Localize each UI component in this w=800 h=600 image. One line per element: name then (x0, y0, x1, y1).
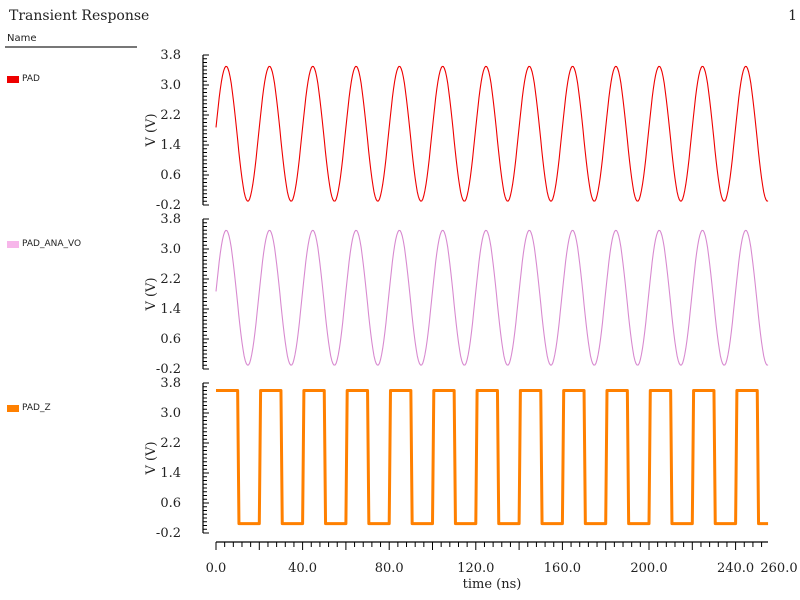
swatch-icon (7, 75, 19, 83)
traces (215, 65, 769, 526)
y-tick-label: 2.2 (160, 272, 181, 287)
y-tick-label: 3.8 (160, 212, 181, 227)
y-tick-label: 3.0 (160, 242, 181, 257)
x-tick-label: 160.0 (544, 561, 581, 576)
chart-title: Transient Response (9, 8, 150, 24)
y-tick-label: 0.6 (160, 332, 181, 347)
waveform-pad (215, 65, 769, 202)
y-tick-label: -0.2 (156, 362, 181, 377)
x-tick-label: 120.0 (457, 561, 494, 576)
legend-label: PAD_ANA_VO (22, 239, 82, 249)
x-tick-label: 0.0 (206, 561, 227, 576)
y-axis-label: V (V) (144, 113, 159, 147)
y-tick-label: 0.6 (160, 496, 181, 511)
legend-divider (5, 46, 137, 48)
page-number: 1 (788, 8, 797, 24)
legend-item-pad-ana-vo[interactable]: PAD_ANA_VO (7, 239, 81, 249)
y-tick-label: 1.4 (160, 302, 181, 317)
swatch-icon (7, 240, 19, 248)
legend-label: PAD (22, 74, 40, 84)
y-tick-label: 3.8 (160, 376, 181, 391)
y-tick-label: 2.2 (160, 436, 181, 451)
x-axis-label: time (ns) (463, 577, 522, 592)
axes: 3.8 3.0 2.2 1.4 0.6 -0.2 V (V) 3.8 3.0 2.2 1.4 0.6 -… (144, 48, 798, 592)
swatch-icon (7, 404, 19, 412)
legend-column-header: Name (7, 33, 37, 44)
y-tick-label: 1.4 (160, 466, 181, 481)
legend-item-pad[interactable]: PAD (7, 74, 40, 84)
y-axis-label: V (V) (144, 277, 159, 311)
y-tick-label: -0.2 (156, 526, 181, 541)
y-tick-label: 0.6 (160, 168, 181, 183)
y-tick-label: -0.2 (156, 198, 181, 213)
waveform-pad_ana_vo (215, 229, 769, 366)
x-tick-label: 200.0 (630, 561, 667, 576)
legend-item-pad-z[interactable]: PAD_Z (7, 403, 51, 413)
y-tick-label: 3.8 (160, 48, 181, 63)
y-tick-label: 2.2 (160, 108, 181, 123)
x-tick-label: 260.0 (760, 561, 797, 576)
waveform-pad_z (216, 389, 769, 526)
y-axis-label: V (V) (144, 441, 159, 475)
legend-label: PAD_Z (22, 403, 51, 413)
y-tick-label: 3.0 (160, 78, 181, 93)
x-tick-label: 40.0 (288, 561, 317, 576)
x-tick-label: 240.0 (717, 561, 754, 576)
y-tick-label: 1.4 (160, 138, 181, 153)
x-tick-label: 80.0 (375, 561, 404, 576)
y-tick-label: 3.0 (160, 406, 181, 421)
